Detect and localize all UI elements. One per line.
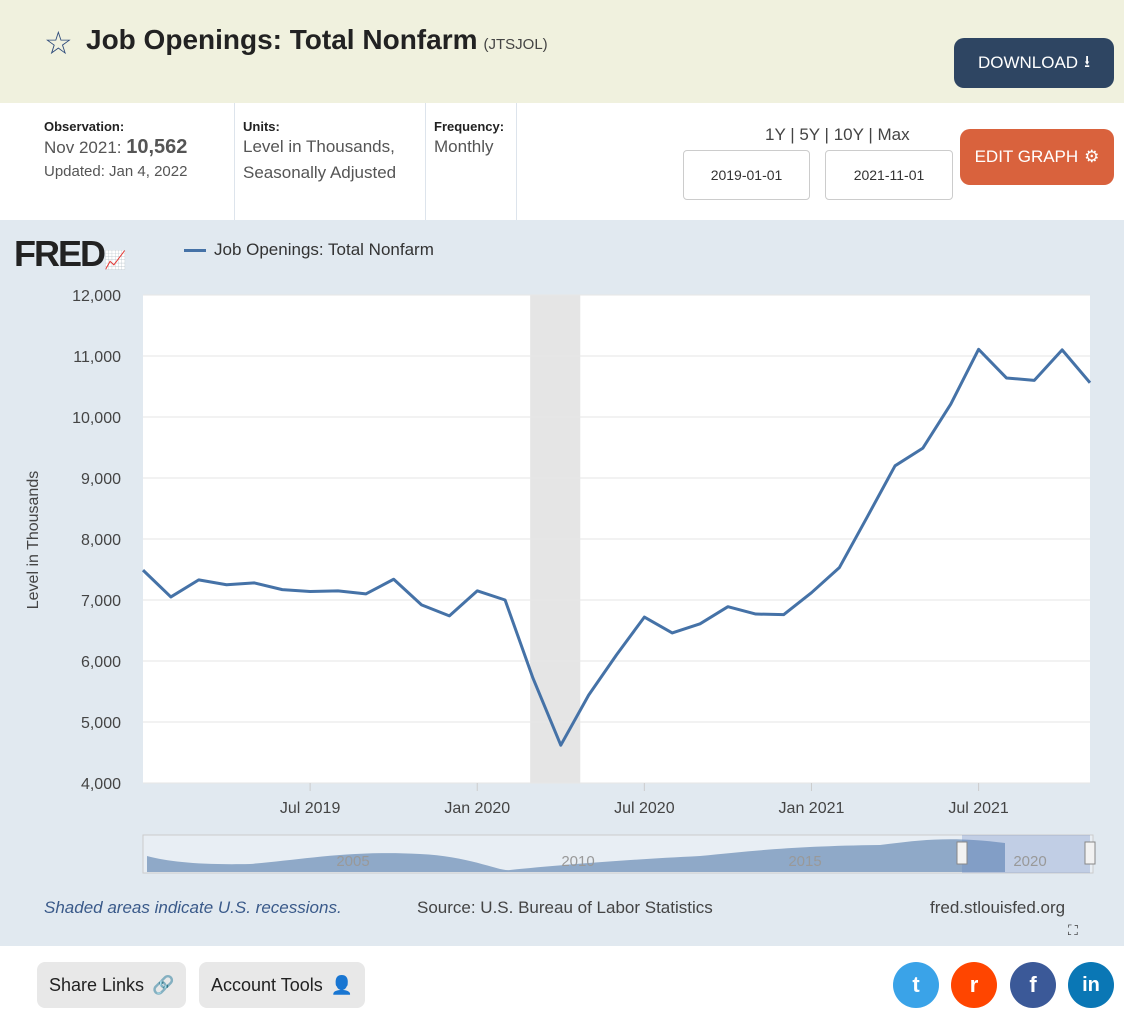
y-tick-label: 5,000 [81, 715, 121, 732]
edit-graph-button[interactable]: EDIT GRAPH ⚙ [960, 129, 1114, 185]
y-tick-label: 12,000 [72, 288, 121, 305]
download-label: DOWNLOAD [977, 53, 1079, 72]
linkedin-icon[interactable]: in [1068, 962, 1114, 1008]
legend-swatch [184, 248, 206, 252]
fred-logo: FRED📈 [14, 233, 127, 274]
frequency-block: Frequency: Monthly [426, 103, 517, 220]
title-text: Job Openings: Total Nonfarm [86, 24, 478, 55]
navigator-tick-label: 2020 [1013, 853, 1046, 870]
account-label: Account Tools [211, 974, 323, 995]
y-tick-label: 10,000 [72, 410, 121, 427]
y-tick-label: 9,000 [81, 471, 121, 488]
y-tick-label: 4,000 [81, 776, 121, 793]
y-tick-label: 7,000 [81, 593, 121, 610]
navigator-selection [962, 835, 1090, 873]
range-links[interactable]: 1Y | 5Y | 10Y | Max [765, 125, 910, 144]
y-tick-label: 8,000 [81, 532, 121, 549]
navigator-tick-label: 2005 [336, 853, 369, 870]
y-axis-label: Level in Thousands [25, 471, 42, 609]
fred-chart-icon: 📈 [104, 250, 127, 270]
edit-graph-label: EDIT GRAPH [974, 147, 1079, 166]
site-link[interactable]: fred.stlouisfed.org [930, 898, 1066, 917]
gear-icon: ⚙ [1084, 147, 1100, 166]
legend-label: Job Openings: Total Nonfarm [214, 240, 434, 259]
freq-label: Frequency: [434, 119, 505, 134]
navigator-tick-label: 2015 [788, 853, 821, 870]
y-tick-label: 11,000 [73, 349, 121, 366]
units-line1: Level in Thousands, [243, 137, 395, 156]
twitter-icon[interactable]: t [893, 962, 939, 1008]
end-date-input[interactable]: 2021-11-01 [825, 150, 953, 200]
updated-date: Updated: Jan 4, 2022 [44, 163, 188, 180]
x-tick-label: Jan 2021 [779, 800, 845, 817]
units-block: Units: Level in Thousands, Seasonally Ad… [235, 103, 426, 220]
share-links-button[interactable]: Share Links 🔗 [37, 962, 187, 1008]
x-tick-label: Jan 2020 [444, 800, 510, 817]
units-line2: Seasonally Adjusted [243, 163, 397, 182]
user-icon: 👤 [330, 974, 354, 995]
legend: Job Openings: Total Nonfarm [184, 240, 434, 260]
x-tick-label: Jul 2021 [948, 800, 1009, 817]
observation-block: Observation: Nov 2021: 10,562 Updated: J… [44, 103, 235, 220]
share-label: Share Links [49, 974, 145, 995]
x-tick-label: Jul 2020 [614, 800, 675, 817]
fullscreen-icon[interactable]: ⛶ [1068, 922, 1078, 938]
freq-value: Monthly [434, 137, 494, 156]
x-tick-label: Jul 2019 [280, 800, 341, 817]
obs-period: Nov 2021: [44, 138, 122, 157]
navigator-handle[interactable] [956, 841, 968, 865]
facebook-icon[interactable]: f [1010, 962, 1056, 1008]
recession-note: Shaded areas indicate U.S. recessions. [44, 898, 342, 917]
link-icon: 🔗 [152, 974, 175, 995]
star-icon[interactable]: ☆ [44, 25, 73, 61]
header: ☆ Job Openings: Total Nonfarm (JTSJOL) DO… [0, 0, 1124, 103]
reddit-icon[interactable]: r [951, 962, 997, 1008]
series-line [141, 347, 1092, 747]
chart[interactable]: 4,000 5,000 6,000 7,000 8,000 9,000 10,000 11,0… [0, 220, 1124, 946]
navigator-handle[interactable] [1084, 841, 1096, 865]
y-tick-label: 6,000 [81, 654, 121, 671]
page-title: Job Openings: Total Nonfarm (JTSJOL) [86, 24, 548, 56]
obs-label: Observation: [44, 119, 125, 134]
account-tools-button[interactable]: Account Tools 👤 [199, 962, 366, 1008]
series-code: (JTSJOL) [483, 36, 548, 53]
units-label: Units: [243, 119, 280, 134]
navigator-tick-label: 2010 [561, 853, 594, 870]
obs-value: 10,562 [126, 136, 188, 158]
source: Source: U.S. Bureau of Labor Statistics [417, 898, 713, 917]
download-button[interactable]: DOWNLOAD ⭳ [954, 38, 1114, 88]
download-icon: ⭳ [1084, 51, 1091, 71]
navigator-area [147, 839, 1005, 872]
start-date-input[interactable]: 2019-01-01 [683, 150, 810, 200]
